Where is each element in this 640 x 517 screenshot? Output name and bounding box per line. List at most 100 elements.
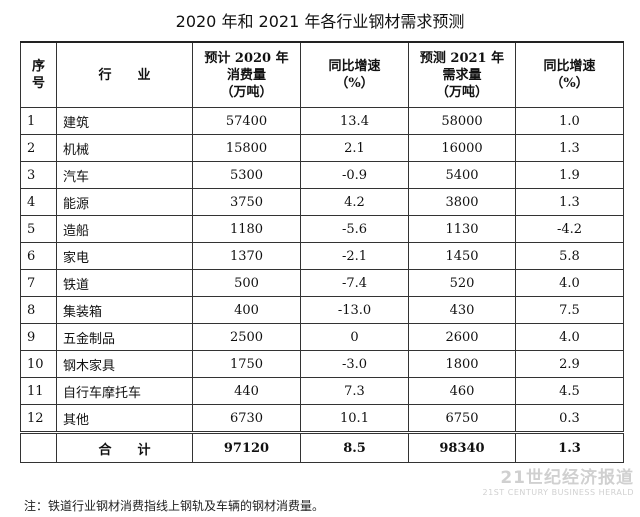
row-industry: 机械 — [56, 134, 193, 162]
header-growth-2020: 同比增速 （%） — [300, 41, 409, 108]
row-industry: 其他 — [56, 404, 193, 433]
row-consumption-2020: 1180 — [192, 215, 301, 243]
table-row: 4 能源 3750 4.2 3800 1.3 — [20, 188, 624, 216]
table-row: 10 钢木家具 1750 -3.0 1800 2.9 — [20, 350, 624, 378]
row-industry: 能源 — [56, 188, 193, 216]
table-row: 3 汽车 5300 -0.9 5400 1.9 — [20, 161, 624, 189]
row-growth-2021: 1.3 — [515, 134, 624, 162]
row-demand-2021: 1130 — [408, 215, 516, 243]
row-growth-2021: 0.3 — [515, 404, 624, 433]
row-growth-2021: 1.3 — [515, 188, 624, 216]
row-consumption-2020: 6730 — [192, 404, 301, 433]
row-growth-2020: 0 — [300, 323, 409, 351]
table-row: 9 五金制品 2500 0 2600 4.0 — [20, 323, 624, 351]
row-consumption-2020: 5300 — [192, 161, 301, 189]
row-industry: 建筑 — [56, 107, 193, 135]
row-index: 10 — [20, 350, 57, 378]
row-consumption-2020: 1750 — [192, 350, 301, 378]
row-growth-2020: -3.0 — [300, 350, 409, 378]
row-demand-2021: 16000 — [408, 134, 516, 162]
row-demand-2021: 2600 — [408, 323, 516, 351]
row-demand-2021: 58000 — [408, 107, 516, 135]
row-index: 11 — [20, 377, 57, 405]
row-consumption-2020: 57400 — [192, 107, 301, 135]
row-consumption-2020: 500 — [192, 269, 301, 297]
header-growth-2021: 同比增速 （%） — [515, 41, 624, 108]
row-industry: 铁道 — [56, 269, 193, 297]
steel-demand-table: 序 号 行 业 预计 2020 年 消费量 （万吨） 同比增速 （%） 预测 2… — [20, 41, 624, 463]
row-consumption-2020: 15800 — [192, 134, 301, 162]
total-growth-2020: 8.5 — [300, 431, 409, 463]
watermark-logo: 21世纪经济报道 21ST CENTURY BUSINESS HERALD — [444, 463, 634, 499]
row-consumption-2020: 2500 — [192, 323, 301, 351]
row-index: 1 — [20, 107, 57, 135]
row-growth-2021: 5.8 — [515, 242, 624, 270]
total-demand-2021: 98340 — [408, 431, 516, 463]
table-row: 12 其他 6730 10.1 6750 0.3 — [20, 404, 624, 433]
row-demand-2021: 5400 — [408, 161, 516, 189]
row-growth-2020: -0.9 — [300, 161, 409, 189]
table-row: 5 造船 1180 -5.6 1130 -4.2 — [20, 215, 624, 243]
row-industry: 造船 — [56, 215, 193, 243]
total-label: 合 计 — [56, 431, 193, 463]
row-consumption-2020: 1370 — [192, 242, 301, 270]
table-row: 7 铁道 500 -7.4 520 4.0 — [20, 269, 624, 297]
row-growth-2021: 1.0 — [515, 107, 624, 135]
row-index: 7 — [20, 269, 57, 297]
row-consumption-2020: 440 — [192, 377, 301, 405]
total-spacer — [20, 431, 57, 463]
header-industry: 行 业 — [56, 41, 193, 108]
row-growth-2021: 4.0 — [515, 323, 624, 351]
row-industry: 钢木家具 — [56, 350, 193, 378]
row-growth-2020: 10.1 — [300, 404, 409, 433]
row-growth-2021: 7.5 — [515, 296, 624, 324]
row-growth-2020: 7.3 — [300, 377, 409, 405]
watermark-en: 21ST CENTURY BUSINESS HERALD — [482, 488, 634, 497]
row-index: 8 — [20, 296, 57, 324]
footnote: 注：铁道行业钢材消费指线上钢轨及车辆的钢材消费量。 — [24, 499, 325, 513]
row-index: 2 — [20, 134, 57, 162]
row-demand-2021: 1800 — [408, 350, 516, 378]
row-index: 12 — [20, 404, 57, 433]
row-industry: 五金制品 — [56, 323, 193, 351]
header-demand-2021: 预测 2021 年 需求量 （万吨） — [408, 41, 516, 108]
header-row: 序 号 行 业 预计 2020 年 消费量 （万吨） 同比增速 （%） 预测 2… — [20, 41, 624, 108]
table-row: 6 家电 1370 -2.1 1450 5.8 — [20, 242, 624, 270]
row-demand-2021: 3800 — [408, 188, 516, 216]
row-index: 5 — [20, 215, 57, 243]
total-growth-2021: 1.3 — [515, 431, 624, 463]
row-industry: 汽车 — [56, 161, 193, 189]
row-growth-2021: 4.5 — [515, 377, 624, 405]
row-growth-2021: 1.9 — [515, 161, 624, 189]
watermark-cn: 21世纪经济报道 — [500, 468, 634, 488]
row-growth-2020: -13.0 — [300, 296, 409, 324]
row-growth-2021: -4.2 — [515, 215, 624, 243]
row-industry: 自行车摩托车 — [56, 377, 193, 405]
row-consumption-2020: 3750 — [192, 188, 301, 216]
row-growth-2021: 4.0 — [515, 269, 624, 297]
row-demand-2021: 520 — [408, 269, 516, 297]
row-demand-2021: 6750 — [408, 404, 516, 433]
row-demand-2021: 1450 — [408, 242, 516, 270]
row-growth-2020: 4.2 — [300, 188, 409, 216]
table-row: 1 建筑 57400 13.4 58000 1.0 — [20, 107, 624, 135]
table-row: 8 集装箱 400 -13.0 430 7.5 — [20, 296, 624, 324]
table-body: 1 建筑 57400 13.4 58000 1.0 2 机械 15800 2.1 16000 1.3 3… — [20, 107, 624, 433]
row-index: 4 — [20, 188, 57, 216]
row-growth-2021: 2.9 — [515, 350, 624, 378]
row-index: 6 — [20, 242, 57, 270]
row-growth-2020: -5.6 — [300, 215, 409, 243]
row-growth-2020: 2.1 — [300, 134, 409, 162]
table-row: 11 自行车摩托车 440 7.3 460 4.5 — [20, 377, 624, 405]
row-demand-2021: 460 — [408, 377, 516, 405]
row-growth-2020: -2.1 — [300, 242, 409, 270]
row-consumption-2020: 400 — [192, 296, 301, 324]
header-index: 序 号 — [20, 41, 57, 108]
total-row: 合 计 97120 8.5 98340 1.3 — [20, 431, 624, 463]
table-title: 2020 年和 2021 年各行业钢材需求预测 — [175, 12, 465, 31]
row-index: 9 — [20, 323, 57, 351]
row-demand-2021: 430 — [408, 296, 516, 324]
total-consumption-2020: 97120 — [192, 431, 301, 463]
table-row: 2 机械 15800 2.1 16000 1.3 — [20, 134, 624, 162]
row-index: 3 — [20, 161, 57, 189]
